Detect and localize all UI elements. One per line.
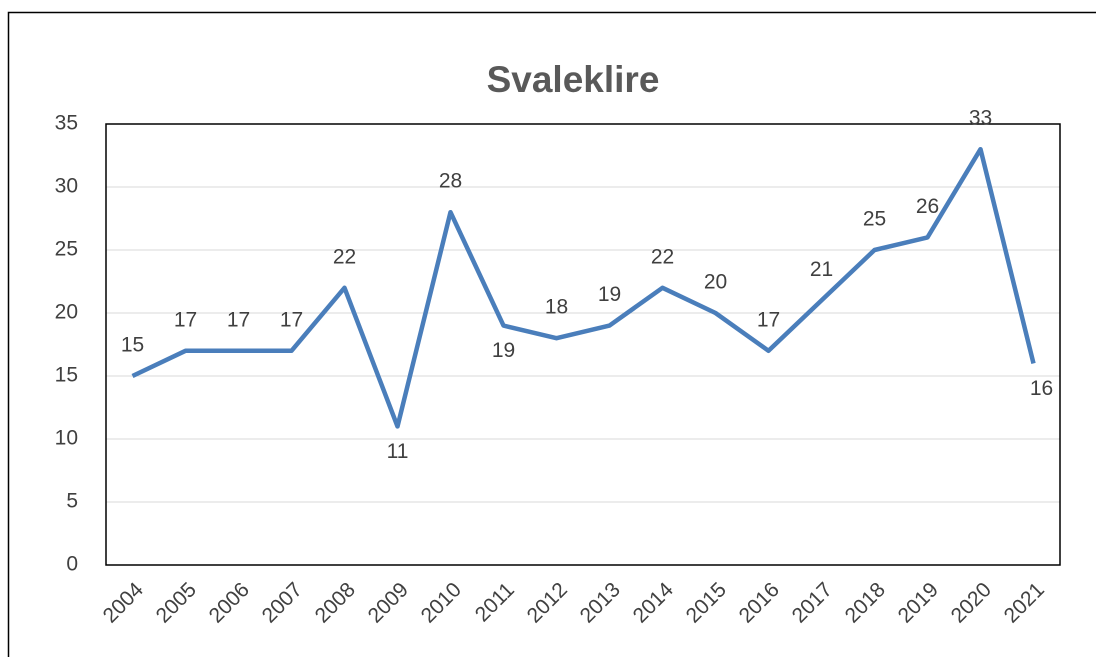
data-label: 17 [757,308,780,331]
chart-title: Svaleklire [487,59,660,100]
y-tick-label: 10 [55,427,78,450]
y-tick-label: 20 [55,301,78,324]
chart-border [7,11,1096,657]
y-tick-label: 25 [55,238,78,261]
data-label: 22 [651,245,674,268]
data-label: 19 [492,339,515,362]
data-label: 11 [387,440,409,463]
data-label: 22 [333,245,356,268]
data-label: 15 [121,334,144,357]
data-line [131,146,1036,429]
y-tick-label: 5 [66,490,78,513]
y-tick-label: 15 [55,364,78,387]
data-label: 21 [810,258,833,281]
data-label: 26 [916,195,939,218]
data-label: 17 [174,308,197,331]
plot-border [105,123,1061,566]
data-label: 16 [1030,377,1053,400]
data-label: 33 [969,107,992,130]
data-label: 18 [545,296,568,319]
data-label: 17 [227,308,250,331]
data-label: 17 [280,308,303,331]
y-tick-label: 30 [55,175,78,198]
y-tick-label: 0 [66,553,78,576]
data-label: 20 [704,271,727,294]
data-label: 19 [598,283,621,306]
data-label: 25 [863,208,886,231]
y-tick-label: 35 [55,112,78,135]
data-label: 28 [439,170,462,193]
